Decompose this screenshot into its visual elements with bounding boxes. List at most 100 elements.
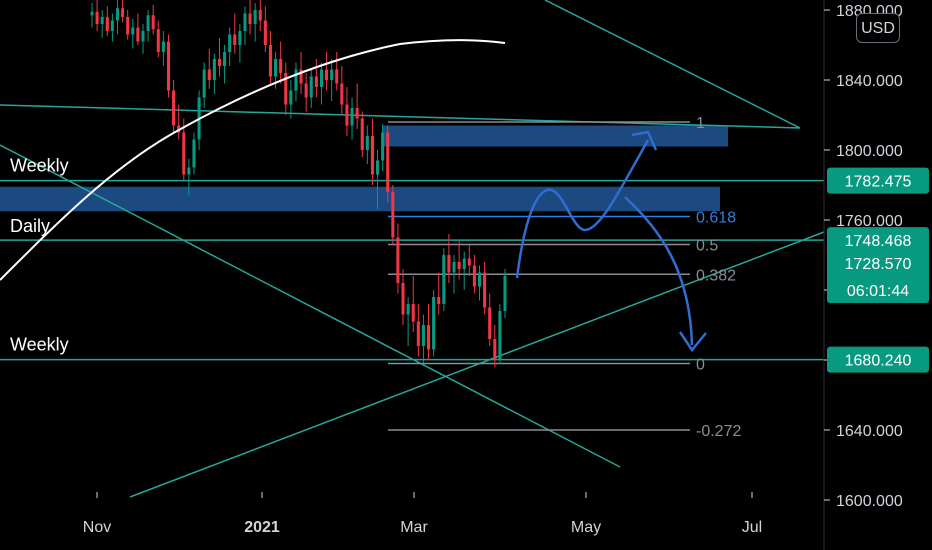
candle-body — [146, 15, 150, 31]
candle-body — [498, 311, 502, 360]
fib-label: 0.382 — [696, 267, 736, 284]
candle-body — [457, 262, 461, 269]
candle-body — [421, 325, 425, 346]
candle-body — [503, 276, 507, 311]
moving-average-line — [0, 39, 506, 281]
candle-body — [314, 76, 318, 87]
candle-body — [228, 34, 232, 52]
x-tick-label: May — [571, 519, 601, 536]
fib-label: 0 — [696, 357, 705, 374]
y-tick-label: 1600.000 — [836, 493, 903, 510]
candle-body — [477, 272, 482, 287]
candle-body — [386, 132, 390, 192]
price-tag — [827, 247, 929, 304]
fib-label: 0.618 — [696, 210, 736, 227]
moving-average — [0, 39, 506, 281]
candle-body — [136, 27, 140, 42]
trend-lines — [0, 0, 825, 498]
candle-body — [207, 69, 211, 80]
x-tick-label: Nov — [83, 519, 111, 536]
candle-body — [289, 90, 293, 105]
candle-body — [345, 104, 349, 126]
price-tag — [827, 167, 929, 194]
candle-body — [462, 258, 466, 269]
candle-body — [238, 31, 242, 45]
candle-body — [350, 108, 354, 126]
candle-body — [472, 265, 476, 287]
level-label: Weekly — [10, 335, 69, 355]
candle-body — [299, 69, 303, 84]
candle-body — [319, 69, 323, 87]
zone-rect — [0, 186, 720, 212]
x-tick-label: Mar — [400, 519, 428, 536]
candle-body — [182, 132, 186, 175]
countdown-timer: 06:01:44 — [847, 283, 909, 300]
candle-body — [360, 118, 364, 150]
candle-body — [100, 17, 104, 24]
candle-body — [406, 304, 410, 315]
x-tick-label: Jul — [742, 519, 762, 536]
candle-body — [274, 59, 278, 77]
level-label: Daily — [10, 216, 50, 236]
x-tick-label: 2021 — [244, 519, 280, 536]
candle-body — [426, 325, 431, 350]
price-tag-value: 1680.240 — [845, 353, 912, 370]
candle-body — [325, 69, 329, 80]
candle-body — [284, 73, 288, 105]
candle-body — [355, 108, 359, 119]
candle-body — [258, 10, 262, 21]
candle-body — [161, 41, 165, 52]
candle-body — [156, 29, 160, 52]
candlestick-series — [90, 0, 507, 367]
candle-body — [483, 272, 487, 308]
candle-body — [493, 339, 497, 360]
bearish-projection-path — [624, 196, 694, 346]
candle-body — [192, 139, 196, 168]
candle-body — [248, 13, 252, 24]
candle-body — [151, 15, 155, 30]
y-tick-label: 1840.000 — [836, 73, 903, 90]
candle-body — [279, 59, 283, 73]
candle-body — [401, 283, 405, 315]
price-tag-value: 1782.475 — [845, 174, 912, 191]
candle-body — [376, 160, 380, 175]
candle-body — [233, 34, 237, 45]
price-tag — [827, 346, 929, 373]
trendline — [129, 231, 825, 498]
candle-body — [447, 255, 451, 273]
candle-body — [223, 52, 227, 66]
candle-body — [432, 297, 436, 350]
candle-body — [212, 59, 216, 80]
candle-body — [90, 11, 94, 16]
time-axis[interactable]: Nov 2021 Mar May Jul — [83, 492, 762, 536]
price-tag-value: 1748.468 — [845, 233, 912, 250]
trendline — [544, 0, 801, 129]
zone-rect — [383, 125, 728, 147]
level-labels: Weekly Daily Weekly — [10, 156, 69, 355]
candle-body — [437, 297, 441, 304]
candle-body — [141, 31, 145, 42]
candle-body — [340, 83, 344, 105]
candle-body — [202, 69, 206, 98]
candle-body — [309, 76, 313, 98]
candle-body — [294, 69, 298, 91]
level-label: Weekly — [10, 156, 69, 176]
price-tag-value: 1728.570 — [845, 256, 912, 273]
candle-body — [166, 41, 171, 91]
price-tag — [827, 227, 929, 254]
candle-body — [253, 10, 257, 24]
bearish-arrowhead — [678, 331, 707, 353]
candle-body — [95, 11, 99, 24]
y-tick-label: 1760.000 — [836, 213, 903, 230]
candle-body — [187, 167, 191, 175]
candle-body — [391, 192, 395, 238]
trendline — [0, 104, 801, 129]
currency-badge[interactable]: USD — [856, 13, 900, 43]
candle-body — [110, 20, 114, 31]
candle-body — [452, 262, 456, 273]
price-tags: 1782.475 1748.468 1728.570 06:01:44 1680.240 — [827, 167, 929, 373]
candle-body — [217, 59, 221, 66]
candle-body — [172, 90, 176, 126]
candle-body — [365, 136, 369, 150]
